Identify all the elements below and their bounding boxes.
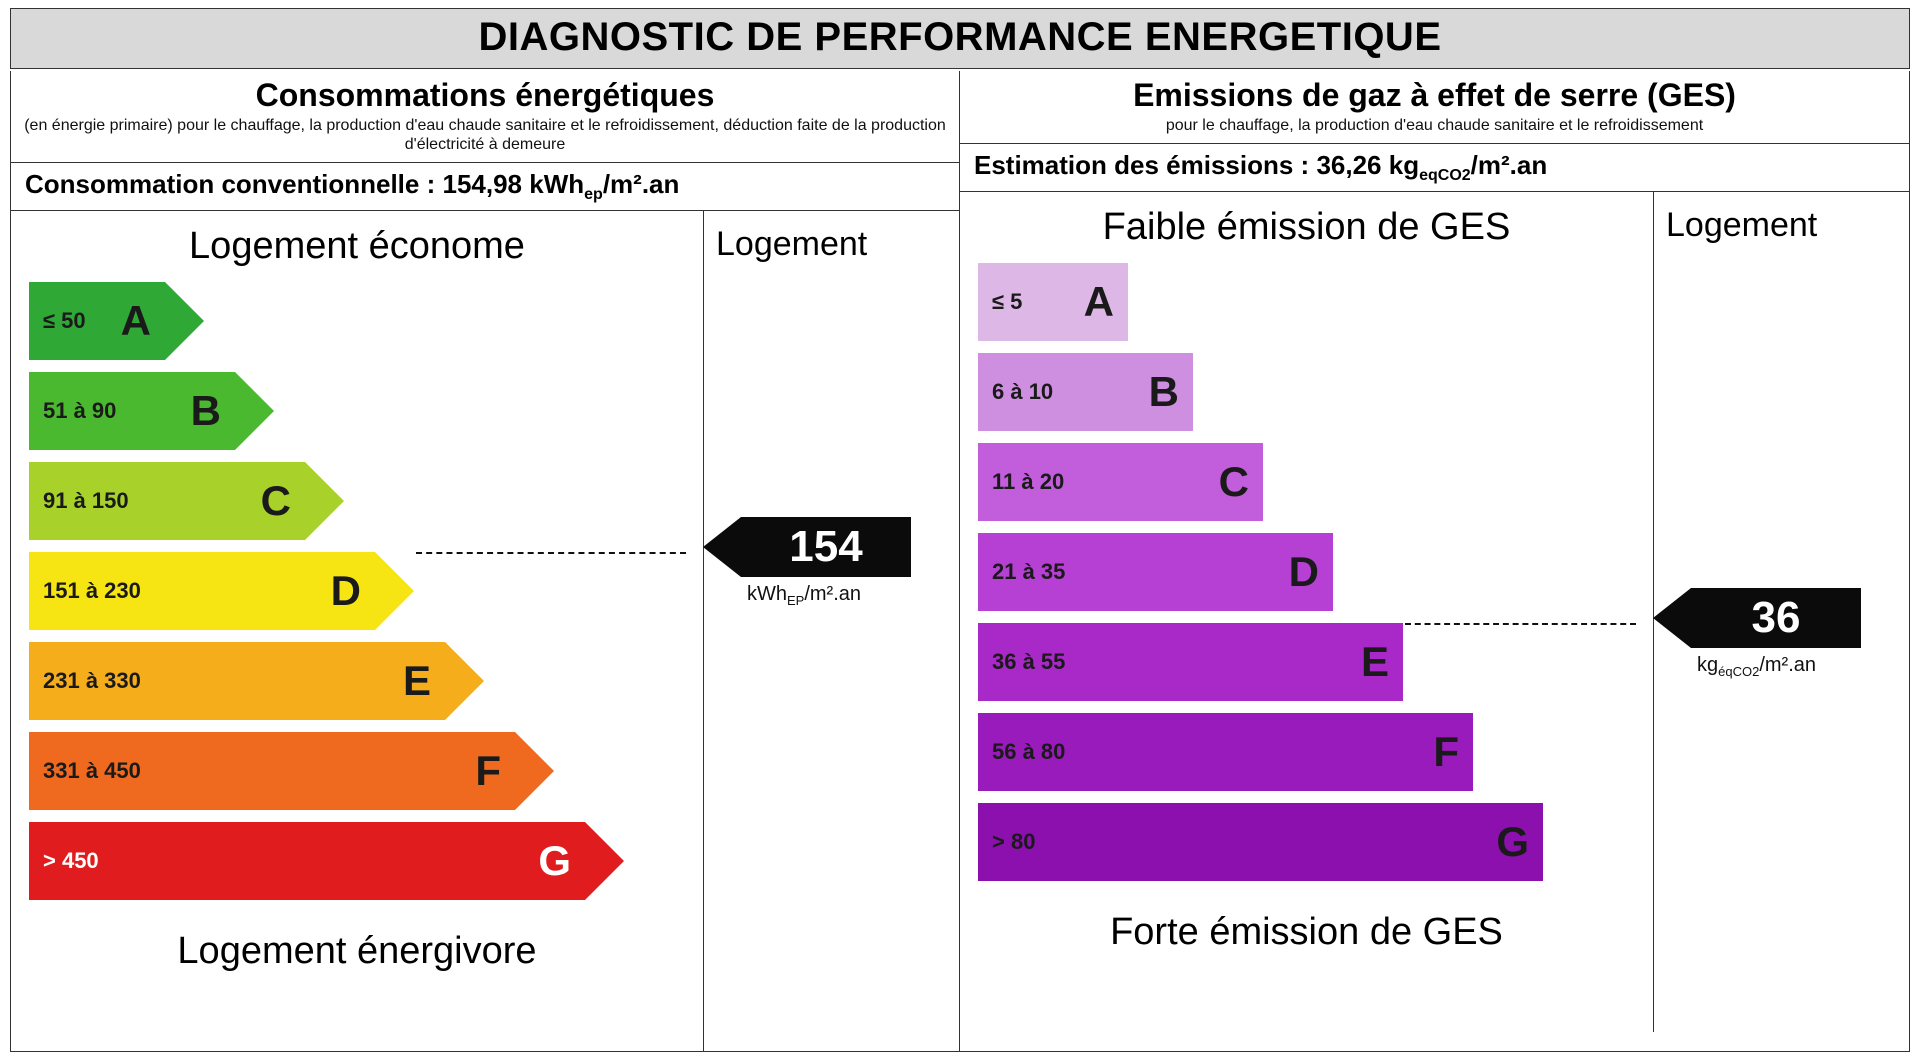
energy-unit-prefix: kWh: [529, 169, 584, 199]
bar-letter: D: [331, 567, 361, 615]
bar-a: ≤ 50 A: [29, 282, 204, 360]
bar-range: 331 à 450: [43, 758, 141, 784]
pointer-dash: [1405, 623, 1636, 625]
bar-range: 36 à 55: [992, 649, 1065, 675]
energy-bars-area: pe ≤ 50A51 à 90B91 à 150C151 à 230D231 à…: [29, 282, 685, 922]
energy-metric-value: 154,98: [442, 169, 522, 199]
ges-logement-label: Logement: [1666, 206, 1901, 245]
bar-letter: C: [261, 477, 291, 525]
pointer-dash: [416, 552, 686, 554]
ges-top-label: Faible émission de GES: [978, 206, 1635, 249]
bar-d: 21 à 35 D: [978, 533, 1333, 611]
bar-range: 51 à 90: [43, 398, 116, 424]
bar-range: 21 à 35: [992, 559, 1065, 585]
main-title: DIAGNOSTIC DE PERFORMANCE ENERGETIQUE: [10, 8, 1910, 69]
bar-range: 11 à 20: [992, 469, 1064, 495]
ges-logement-col: Logement 36 kgéqCO2/m².an: [1654, 192, 1909, 1032]
bar-d: 151 à 230 D: [29, 552, 414, 630]
bar-letter: D: [1289, 548, 1319, 596]
bar-range: 56 à 80: [992, 739, 1065, 765]
bar-b: 51 à 90 B: [29, 372, 274, 450]
panels-row: Consommations énergétiques (en énergie p…: [10, 71, 1910, 1052]
bar-letter: C: [1219, 458, 1249, 506]
bar-letter: B: [191, 387, 221, 435]
energy-pointer-value: 154: [741, 517, 911, 577]
energy-bars-col: Logement économe pe ≤ 50 A 51 à 90 B 91 à 15…: [11, 211, 704, 1051]
bar-letter: A: [1084, 278, 1114, 326]
energy-pointer: 154 kWhEP/m².an: [703, 517, 911, 608]
dpe-diagnostic: DIAGNOSTIC DE PERFORMANCE ENERGETIQUE Co…: [10, 8, 1910, 1052]
bar-letter: G: [1496, 818, 1529, 866]
energy-subtitle: (en énergie primaire) pour le chauffage,…: [21, 116, 949, 154]
ges-unit-prefix: kg: [1389, 150, 1419, 180]
bar-f: 56 à 80 F: [978, 713, 1473, 791]
bar-letter: F: [475, 747, 501, 795]
watermark-left: pe: [626, 480, 695, 547]
ges-pointer-unit-sub: éqCO2: [1718, 664, 1759, 679]
ges-pointer-unit-prefix: kg: [1697, 654, 1718, 676]
ges-metric: Estimation des émissions : 36,26 kgeqCO2…: [960, 144, 1909, 192]
ges-metric-value: 36,26: [1316, 150, 1381, 180]
bar-e: 231 à 330 E: [29, 642, 484, 720]
bar-a: ≤ 5 A: [978, 263, 1128, 341]
energy-unit-suffix: /m².an: [603, 169, 680, 199]
bar-range: ≤ 5: [992, 289, 1022, 315]
energy-pointer-unit-sub: EP: [787, 593, 804, 608]
bar-c: 91 à 150 C: [29, 462, 344, 540]
energy-metric-label: Consommation conventionnelle :: [25, 169, 442, 199]
ges-unit-sub: eqCO2: [1419, 167, 1471, 184]
bar-range: 151 à 230: [43, 578, 141, 604]
ges-body: Faible émission de GES eorge 5 ≤ 5A6 à 1…: [960, 192, 1909, 1032]
bar-letter: E: [403, 657, 431, 705]
ges-unit-suffix: /m².an: [1471, 150, 1548, 180]
bar-range: > 450: [43, 848, 99, 874]
energy-header: Consommations énergétiques (en énergie p…: [11, 71, 959, 163]
bar-range: > 80: [992, 829, 1035, 855]
ges-metric-label: Estimation des émissions :: [974, 150, 1316, 180]
ges-pointer-unit: kgéqCO2/m².an: [1697, 654, 1861, 679]
energy-top-label: Logement économe: [29, 225, 685, 268]
bar-e: 36 à 55 E: [978, 623, 1403, 701]
energy-pointer-unit-suffix: /m².an: [804, 583, 861, 605]
energy-logement-col: Logement 154 kWhEP/m².an: [704, 211, 959, 1051]
bar-f: 331 à 450 F: [29, 732, 554, 810]
ges-bars-col: Faible émission de GES eorge 5 ≤ 5A6 à 1…: [960, 192, 1654, 1032]
ges-bars-area: eorge 5 ≤ 5A6 à 10B11 à 20C21 à 35D36 à …: [978, 263, 1635, 903]
bar-letter: G: [538, 837, 571, 885]
energy-body: Logement économe pe ≤ 50 A 51 à 90 B 91 à 15…: [11, 211, 959, 1051]
energy-bottom-label: Logement énergivore: [29, 930, 685, 973]
bar-b: 6 à 10 B: [978, 353, 1193, 431]
ges-subtitle: pour le chauffage, la production d'eau c…: [970, 116, 1899, 135]
bar-letter: A: [121, 297, 151, 345]
ges-header: Emissions de gaz à effet de serre (GES) …: [960, 71, 1909, 144]
bar-g: > 80 G: [978, 803, 1543, 881]
bar-letter: B: [1149, 368, 1179, 416]
energy-title: Consommations énergétiques: [21, 77, 949, 114]
energy-panel: Consommations énergétiques (en énergie p…: [10, 71, 960, 1052]
energy-logement-label: Logement: [716, 225, 951, 264]
bar-range: 6 à 10: [992, 379, 1053, 405]
bar-letter: F: [1433, 728, 1459, 776]
energy-pointer-unit-prefix: kWh: [747, 583, 787, 605]
ges-panel: Emissions de gaz à effet de serre (GES) …: [960, 71, 1910, 1052]
bar-range: ≤ 50: [43, 308, 86, 334]
ges-title: Emissions de gaz à effet de serre (GES): [970, 77, 1899, 114]
energy-metric: Consommation conventionnelle : 154,98 kW…: [11, 163, 959, 211]
bar-c: 11 à 20 C: [978, 443, 1263, 521]
energy-pointer-unit: kWhEP/m².an: [747, 583, 911, 608]
ges-pointer-value: 36: [1691, 588, 1861, 648]
ges-pointer: 36 kgéqCO2/m².an: [1653, 588, 1861, 679]
energy-unit-sub: ep: [584, 186, 603, 203]
ges-bottom-label: Forte émission de GES: [978, 911, 1635, 954]
ges-pointer-unit-suffix: /m².an: [1759, 654, 1816, 676]
bar-g: > 450 G: [29, 822, 624, 900]
bar-range: 231 à 330: [43, 668, 141, 694]
bar-range: 91 à 150: [43, 488, 129, 514]
bar-letter: E: [1361, 638, 1389, 686]
